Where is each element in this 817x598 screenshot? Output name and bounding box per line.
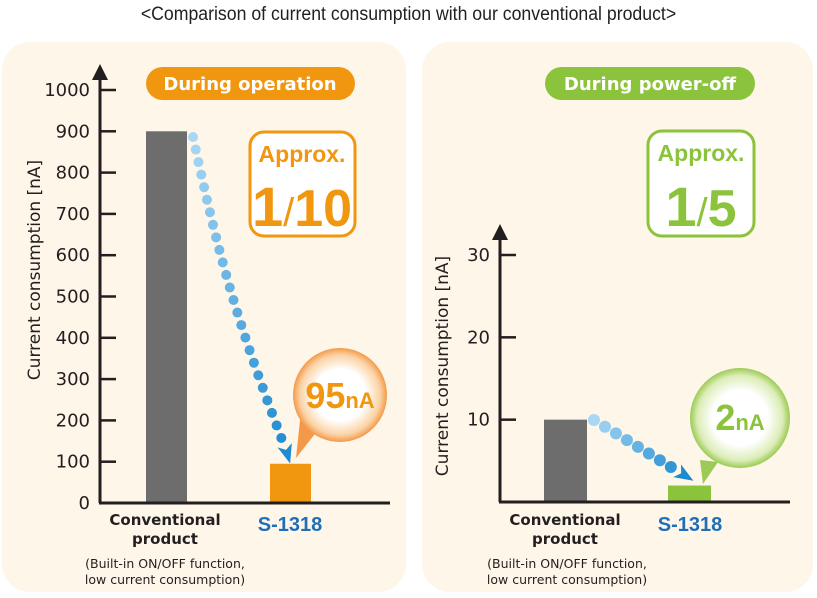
arrow-dot	[221, 269, 232, 280]
ratio-badge-frame	[646, 129, 756, 238]
y-tick-label: 100	[56, 452, 90, 473]
category-label-s1318: S-1318	[658, 514, 723, 536]
bar-conventional	[146, 131, 187, 504]
arrow-dot	[196, 169, 207, 180]
ratio-value: 1/5	[665, 175, 736, 238]
category-label-s1318: S-1318	[258, 514, 323, 536]
trend-arrow	[188, 132, 292, 464]
y-tick-label: 400	[56, 328, 90, 349]
bars	[544, 419, 711, 502]
category-sublabel-2: low current consumption)	[487, 572, 647, 587]
arrow-dot	[271, 420, 282, 431]
y-tick-label: 300	[56, 369, 90, 390]
arrow-dot	[188, 132, 198, 142]
ratio-badge: Approx. 1/5	[646, 129, 756, 238]
arrow-dot	[201, 194, 212, 205]
figure-title: <Comparison of current consumption with …	[140, 4, 677, 25]
callout-bubble	[690, 368, 790, 468]
arrow-dot	[204, 207, 215, 218]
arrow-dot	[217, 257, 228, 268]
arrow-dot	[193, 157, 204, 168]
arrow-dot	[240, 332, 251, 343]
y-axis-arrowhead	[492, 224, 508, 240]
chart-during-power-off: During power-off Current consumption [nA…	[433, 67, 790, 587]
y-tick-label: 900	[56, 121, 90, 142]
arrow-dot	[207, 219, 218, 230]
callout-text: 95nA	[305, 375, 374, 416]
category-sublabel-2: low current consumption)	[85, 572, 245, 587]
chart-title: During power-off	[564, 74, 737, 95]
trend-arrow	[588, 414, 694, 481]
bar-s1318	[668, 485, 711, 502]
arrow-dot	[253, 370, 264, 381]
arrow-dot	[232, 307, 243, 318]
arrow-dot	[664, 460, 677, 473]
arrow-dot	[257, 382, 268, 393]
arrow-dot	[199, 182, 210, 193]
value-callout: 95nA	[293, 348, 387, 458]
arrow-dot	[620, 434, 633, 447]
ratio-prefix: Approx.	[658, 140, 745, 166]
callout-bubble	[293, 348, 387, 442]
value-callout: 2nA	[690, 368, 790, 484]
arrow-dot	[248, 357, 259, 368]
y-axis-ticks: 10 20 30	[467, 245, 516, 431]
arrow-dot	[244, 345, 255, 356]
arrow-dot	[588, 414, 600, 426]
arrow-dot	[262, 395, 273, 406]
header-pill-bg	[545, 67, 755, 100]
category-label-conventional: Conventional product	[109, 511, 220, 548]
y-tick-label: 200	[56, 410, 90, 431]
bar-conventional	[544, 419, 587, 502]
category-sublabel-1: (Built-in ON/OFF function,	[487, 556, 647, 571]
arrow-dot	[190, 144, 201, 155]
y-tick-label: 10	[467, 410, 490, 431]
y-axis-title: Current consumption [nA]	[433, 256, 453, 476]
y-axis-arrowhead	[92, 64, 108, 80]
header-pill-bg	[146, 67, 355, 100]
bars	[146, 131, 311, 504]
arrow-dot	[228, 295, 239, 306]
category-sublabel-1: (Built-in ON/OFF function,	[85, 556, 245, 571]
y-tick-label: 700	[56, 204, 90, 225]
y-tick-label: 0	[79, 493, 90, 514]
ratio-badge: Approx. 1/10	[248, 130, 357, 238]
arrowhead-icon	[673, 464, 694, 481]
category-label-conventional: Conventional product	[509, 511, 620, 548]
chart-title: During operation	[163, 74, 336, 95]
callout-tail	[700, 460, 718, 484]
arrow-dot	[214, 244, 225, 255]
y-tick-label: 1000	[44, 80, 90, 101]
chart-during-operation: During operation Current consumption [nA…	[25, 64, 390, 587]
y-axis-title: Current consumption [nA]	[25, 160, 45, 380]
bar-s1318	[270, 463, 311, 503]
y-axis-ticks: 0 100 200 300 400 500 600 700 800 900 1000	[44, 80, 116, 514]
ratio-badge-frame	[248, 130, 357, 238]
arrow-dot	[631, 440, 644, 453]
callout-text: 2nA	[715, 397, 764, 438]
y-tick-label: 20	[467, 327, 490, 348]
arrow-dot	[642, 447, 655, 460]
y-tick-label: 30	[467, 245, 490, 266]
y-tick-label: 500	[56, 287, 90, 308]
y-tick-label: 800	[56, 163, 90, 184]
arrow-dot	[266, 407, 277, 418]
header-pill: During operation	[146, 67, 355, 100]
ratio-prefix: Approx.	[259, 141, 346, 167]
arrow-dot	[609, 427, 622, 440]
ratio-value: 1/10	[252, 175, 352, 238]
arrow-dot	[276, 432, 287, 443]
header-pill: During power-off	[545, 67, 755, 100]
arrow-dot	[653, 454, 666, 467]
arrow-dot	[236, 320, 247, 331]
arrow-dot	[224, 282, 235, 293]
arrow-dot	[598, 420, 611, 433]
y-tick-label: 600	[56, 245, 90, 266]
arrowhead-icon	[277, 443, 292, 464]
arrow-dot	[211, 232, 222, 243]
